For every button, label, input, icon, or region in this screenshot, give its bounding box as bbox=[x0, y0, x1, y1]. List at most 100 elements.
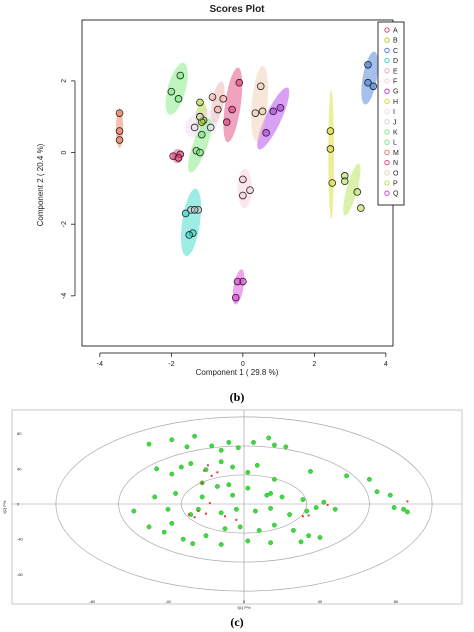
legend-marker-g bbox=[384, 88, 390, 94]
point-h bbox=[326, 145, 335, 153]
scores-plot-panel: Scores Plot -4 -2 0 2 4 -4 -2 0 2 Component 1 ( … bbox=[36, 4, 405, 377]
y-tick-label: -4 bbox=[61, 293, 68, 299]
score-point-green bbox=[298, 539, 304, 545]
score-point-green bbox=[245, 538, 251, 544]
score-point-green bbox=[387, 492, 393, 498]
scores-plot-y-axis-label: Component 2 ( 20.4 %) bbox=[36, 143, 45, 226]
legend-label-g: G bbox=[393, 89, 398, 96]
score-point-red bbox=[406, 500, 409, 503]
point-q bbox=[231, 293, 240, 302]
legend-label-n: N bbox=[393, 160, 398, 167]
score-point-green bbox=[169, 471, 175, 477]
point-m bbox=[115, 127, 124, 135]
legend-label-i: I bbox=[393, 109, 395, 116]
point-g bbox=[269, 107, 278, 116]
score-x-tick-label: 40 bbox=[318, 599, 323, 604]
score-point-red bbox=[210, 474, 213, 477]
ellipse-l bbox=[188, 118, 212, 173]
legend-label-h: H bbox=[393, 99, 398, 106]
score-point-green bbox=[290, 528, 296, 533]
score-point-green bbox=[131, 508, 137, 514]
point-n bbox=[228, 105, 236, 114]
score-point-green bbox=[401, 506, 406, 512]
score-y-tick-label: 80 bbox=[17, 431, 22, 436]
legend-label-m: M bbox=[393, 150, 399, 157]
score-point-green bbox=[245, 485, 251, 491]
score-point-green bbox=[308, 469, 313, 474]
score-point-red bbox=[301, 515, 304, 518]
score-point-green bbox=[304, 508, 310, 514]
score-point-green bbox=[366, 476, 372, 482]
x-tick-label: 0 bbox=[241, 361, 245, 368]
y-tick-label: 2 bbox=[61, 79, 68, 83]
point-c bbox=[369, 82, 378, 91]
point-k bbox=[167, 87, 176, 96]
caption-b: (b) bbox=[230, 390, 245, 404]
legend-label-k: K bbox=[393, 130, 398, 137]
score-point-green bbox=[271, 442, 277, 448]
point-i bbox=[190, 123, 199, 132]
score-point-green bbox=[271, 522, 277, 528]
score-x-tick-label: 80 bbox=[394, 599, 399, 604]
legend-label-b: B bbox=[393, 38, 398, 45]
point-e bbox=[208, 93, 217, 101]
legend-marker-b bbox=[384, 37, 390, 43]
score-point-red bbox=[187, 513, 190, 516]
score-point-green bbox=[268, 540, 273, 546]
score-point-green bbox=[226, 482, 232, 488]
score-point-green bbox=[268, 505, 273, 511]
score-point-green bbox=[209, 443, 215, 449]
point-b bbox=[196, 98, 204, 107]
score-point-green bbox=[203, 533, 209, 539]
score-point-green bbox=[169, 520, 175, 526]
x-tick-label: -2 bbox=[168, 361, 174, 368]
point-f bbox=[239, 175, 247, 184]
score-point-green bbox=[283, 444, 289, 450]
legend-marker-i bbox=[384, 108, 390, 115]
x-tick-label: -4 bbox=[97, 361, 103, 368]
score-point-green bbox=[178, 464, 184, 470]
point-f bbox=[239, 191, 247, 200]
legend-marker-a bbox=[384, 27, 390, 33]
score-points bbox=[131, 433, 410, 547]
y-tick-label: 0 bbox=[61, 151, 68, 155]
legend-label-q: Q bbox=[393, 191, 399, 198]
score-point-green bbox=[184, 444, 190, 450]
legend-marker-o bbox=[384, 170, 390, 176]
point-p bbox=[357, 204, 365, 212]
legend-label-a: A bbox=[393, 28, 398, 35]
legend-label-f: F bbox=[393, 79, 397, 86]
point-n bbox=[222, 118, 231, 126]
point-c bbox=[364, 60, 372, 69]
ellipse-k bbox=[165, 62, 188, 115]
score-point-green bbox=[264, 492, 270, 498]
score-point-green bbox=[256, 528, 262, 533]
score-point-red bbox=[201, 481, 204, 484]
legend-label-e: E bbox=[393, 68, 398, 75]
point-p bbox=[353, 188, 362, 196]
score-point-green bbox=[344, 473, 349, 479]
group-points bbox=[115, 60, 378, 302]
scores-plot-title: Scores Plot bbox=[209, 4, 265, 15]
legend-marker-c bbox=[384, 47, 390, 54]
score-point-green bbox=[218, 542, 224, 547]
score-point-green bbox=[214, 483, 220, 489]
legend-box bbox=[377, 21, 405, 206]
score-point-green bbox=[146, 524, 152, 530]
score-point-green bbox=[154, 466, 160, 472]
score-point-green bbox=[300, 497, 306, 502]
score-point-green bbox=[161, 529, 167, 535]
score-point-green bbox=[287, 512, 292, 517]
point-q bbox=[233, 277, 242, 286]
score-x-tick-label: 0 bbox=[243, 599, 246, 604]
score-point-red bbox=[224, 515, 226, 518]
legend-marker-j bbox=[384, 119, 390, 125]
point-d bbox=[181, 209, 190, 218]
score-point-green bbox=[245, 469, 251, 475]
score-point-green bbox=[233, 506, 239, 512]
legend-label-p: P bbox=[393, 181, 398, 188]
score-point-green bbox=[152, 494, 158, 500]
score-point-green bbox=[226, 439, 232, 445]
score-point-green bbox=[332, 506, 338, 512]
score-point-red bbox=[208, 502, 211, 505]
